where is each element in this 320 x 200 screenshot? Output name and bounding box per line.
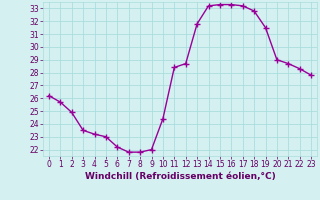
X-axis label: Windchill (Refroidissement éolien,°C): Windchill (Refroidissement éolien,°C) <box>84 172 276 181</box>
